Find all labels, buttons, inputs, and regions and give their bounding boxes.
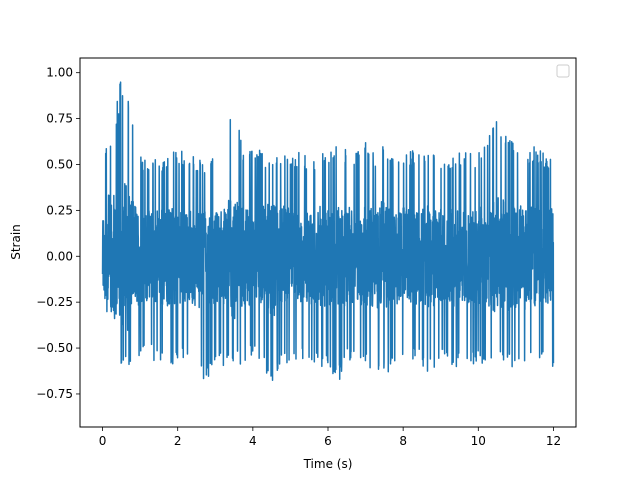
series-layer bbox=[101, 81, 555, 382]
x-axis-label: Time (s) bbox=[303, 457, 353, 471]
y-axis-label: Strain bbox=[9, 224, 23, 260]
strain-series-line bbox=[101, 81, 555, 382]
y-tick-label: 0.25 bbox=[46, 203, 73, 217]
x-tick-label: 8 bbox=[399, 434, 407, 448]
y-tick-label: 0.75 bbox=[46, 112, 73, 126]
x-tick-label: 6 bbox=[324, 434, 332, 448]
y-tick-label: 1.00 bbox=[46, 66, 73, 80]
y-tick-label: −0.25 bbox=[36, 295, 73, 309]
x-tick-label: 0 bbox=[99, 434, 107, 448]
y-axis: −0.75 −0.50 −0.25 0.00 0.25 0.50 0.75 1.00 bbox=[36, 66, 80, 401]
x-tick-label: 4 bbox=[249, 434, 257, 448]
x-axis: 0 2 4 6 8 10 12 bbox=[99, 427, 561, 448]
y-tick-label: 0.50 bbox=[46, 157, 73, 171]
x-tick-label: 10 bbox=[471, 434, 486, 448]
y-tick-label: −0.50 bbox=[36, 341, 73, 355]
x-tick-label: 12 bbox=[546, 434, 561, 448]
y-tick-label: −0.75 bbox=[36, 387, 73, 401]
y-tick-label: 0.00 bbox=[46, 249, 73, 263]
x-tick-label: 2 bbox=[174, 434, 182, 448]
legend-box bbox=[556, 64, 570, 78]
